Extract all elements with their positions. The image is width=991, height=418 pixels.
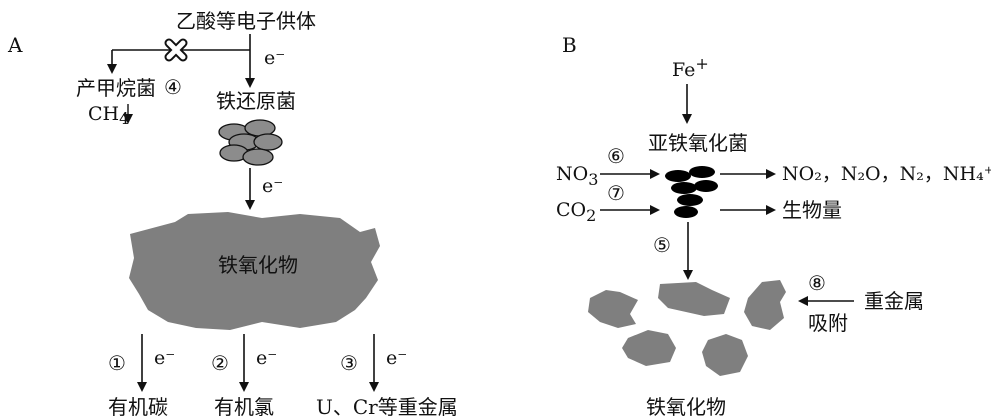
bacterium-cell: [253, 133, 283, 151]
adsorption-label: 吸附: [808, 311, 848, 335]
step-3-marker: ③: [340, 351, 358, 375]
panel-a-label: A: [7, 33, 23, 57]
oxide-particle: [744, 280, 786, 330]
electron-label-1: e⁻: [154, 347, 175, 369]
step-6-marker: ⑥: [607, 144, 625, 168]
heavy-metal-label: 重金属: [864, 289, 924, 313]
bacterium-cell: [689, 166, 715, 178]
step-5-marker: ⑤: [653, 233, 671, 257]
ferrous-input-label: Fe+: [672, 54, 709, 81]
iron-oxide-label-b: 铁氧化物: [646, 395, 726, 418]
blocked-x-icon: [164, 38, 188, 62]
nitrogen-products-label: NO₂，N₂O，N₂，NH₄⁺: [782, 163, 991, 185]
bacterium-cell: [242, 148, 274, 166]
iron-oxidizer-cells: [665, 166, 718, 218]
electron-label-top: e⁻: [264, 47, 285, 69]
step-1-marker: ①: [108, 351, 126, 375]
electron-label-mid: e⁻: [262, 175, 283, 197]
co2-label: CO2: [556, 199, 596, 225]
oxide-particle: [588, 290, 638, 328]
iron-reducer-label: 铁还原菌: [216, 89, 296, 113]
bacterium-cell: [674, 206, 698, 218]
iron-oxide-mass: [129, 212, 380, 330]
bacterium-cell: [677, 194, 703, 206]
oxide-particle: [702, 334, 748, 376]
step-7-marker: ⑦: [607, 181, 625, 205]
bacterium-cell: [671, 182, 697, 194]
iron-reducer-cells: [218, 119, 283, 166]
oxide-particle: [622, 330, 676, 366]
step-2-marker: ②: [211, 351, 229, 375]
iron-oxide-label-a: 铁氧化物: [218, 253, 298, 277]
nitrate-label: NO3: [556, 163, 598, 189]
bacterium-cell: [665, 170, 691, 182]
product-organic-chlorine: 有机氯: [214, 395, 274, 418]
methanogen-label: 产甲烷菌: [76, 76, 156, 100]
product-organic-carbon: 有机碳: [108, 395, 168, 418]
biomass-label: 生物量: [782, 198, 842, 222]
iron-oxide-particles: [588, 280, 786, 376]
step-4-marker: ④: [164, 75, 182, 99]
iron-oxidizer-label: 亚铁氧化菌: [648, 131, 748, 155]
electron-label-3: e⁻: [386, 347, 407, 369]
oxide-particle: [658, 282, 730, 316]
step-8-marker: ⑧: [808, 271, 826, 295]
bacterium-cell: [694, 180, 718, 192]
electron-donor-label: 乙酸等电子供体: [176, 9, 316, 33]
methane-label: CH4: [88, 103, 129, 128]
electron-label-2: e⁻: [256, 347, 277, 369]
panel-b-label: B: [562, 33, 577, 57]
product-heavy-metals: U、Cr等重金属: [316, 395, 458, 418]
